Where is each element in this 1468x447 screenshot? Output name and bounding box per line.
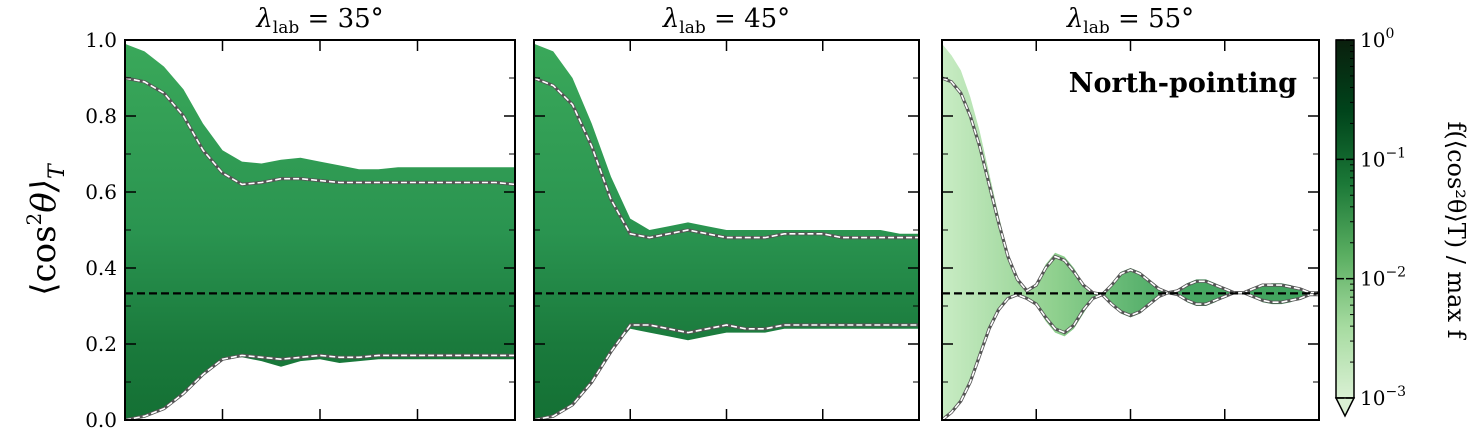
panel-title-value: = 55° — [1110, 4, 1194, 34]
panel-title-subscript: lab — [273, 18, 300, 38]
y-axis-label: ⟨cos2θ⟩T — [22, 162, 70, 296]
colorbar-tick-exp: 0 — [1385, 26, 1394, 42]
y-tick-label: 0.8 — [85, 104, 117, 128]
colorbar-label: f(⟨cos²θ⟩T) / max f — [1442, 121, 1468, 340]
panel-title-value: = 35° — [299, 4, 383, 34]
y-tick-label: 1.0 — [85, 28, 117, 52]
colorbar-tick-exp: −1 — [1385, 145, 1406, 161]
colorbar-tick-base: 10 — [1360, 267, 1385, 291]
y-axis-label-main: ⟨cos — [24, 225, 64, 295]
density-band — [125, 43, 515, 420]
colorbar-extend-arrow — [1334, 397, 1356, 418]
panel-title-subscript: lab — [1083, 18, 1110, 38]
panel-title: λlab = 35° — [255, 4, 383, 38]
upper-contour — [534, 77, 919, 239]
panel-title-symbol: λ — [662, 4, 679, 34]
panel-2: λlab = 45° — [533, 4, 920, 421]
y-axis-label-sub: T — [45, 162, 70, 179]
colorbar-tick-label: 10−1 — [1360, 145, 1406, 171]
panel-title-subscript: lab — [679, 18, 706, 38]
y-axis-label-theta: θ⟩ — [24, 179, 64, 213]
panel-title-value: = 45° — [706, 4, 790, 34]
north-pointing-annotation: North-pointing — [1069, 68, 1297, 99]
panel-title: λlab = 45° — [662, 4, 790, 38]
y-tick-label: 0.6 — [85, 180, 117, 204]
colorbar-tick-base: 10 — [1360, 28, 1385, 52]
colorbar-tick-label: 10−3 — [1360, 384, 1406, 410]
lower-contour — [125, 354, 515, 420]
colorbar-tick-base: 10 — [1360, 386, 1385, 410]
y-tick-label: 0.0 — [85, 408, 117, 432]
lower-contour — [942, 291, 1319, 420]
density-band — [942, 43, 1319, 420]
panel-title: λlab = 55° — [1066, 4, 1194, 38]
colorbar-tick-exp: −2 — [1385, 265, 1406, 281]
panel-title-symbol: λ — [1066, 4, 1083, 34]
colorbar-tick-exp: −3 — [1385, 384, 1406, 400]
panel-1: 0.0 0.2 0.4 0.6 0.8 1.0 λlab = 35° — [85, 4, 516, 432]
y-tick-label: 0.2 — [85, 332, 117, 356]
upper-contour — [942, 77, 1319, 296]
y-axis-label-sup: 2 — [22, 213, 46, 226]
colorbar-tick-base: 10 — [1360, 147, 1385, 171]
panel-title-symbol: λ — [255, 4, 272, 34]
colorbar-tick-label: 10−2 — [1360, 265, 1406, 291]
panel-3: λlab = 55° — [941, 4, 1320, 421]
colorbar-tick-label: 100 — [1360, 26, 1394, 52]
upper-contour — [125, 77, 515, 186]
y-tick-label: 0.4 — [85, 256, 117, 280]
colorbar-body — [1335, 39, 1355, 399]
lower-contour — [534, 324, 919, 420]
density-band — [534, 43, 919, 420]
